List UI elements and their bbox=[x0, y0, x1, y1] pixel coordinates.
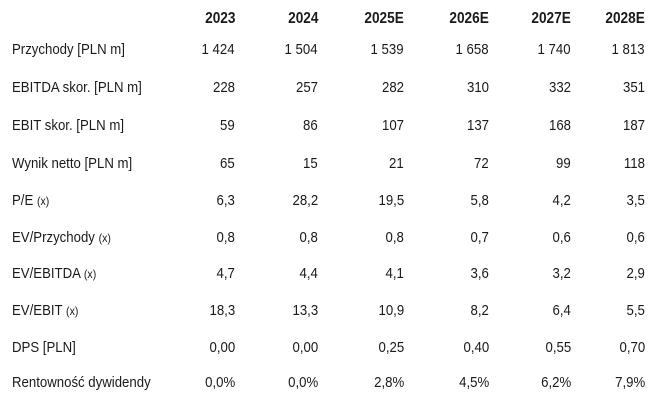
header-year: 2023 bbox=[204, 10, 235, 27]
table-cell: 2,9 bbox=[626, 265, 645, 282]
table-cell: 332 bbox=[548, 79, 571, 96]
row-label: EBIT skor. [PLN m] bbox=[12, 117, 124, 134]
table-cell: 8,2 bbox=[470, 302, 489, 319]
header-year: 2026E bbox=[449, 10, 489, 27]
table-cell: 6,3 bbox=[216, 192, 235, 209]
table-cell: 18,3 bbox=[209, 302, 235, 319]
table-cell: 86 bbox=[303, 117, 318, 134]
table-cell: 0,8 bbox=[299, 229, 318, 246]
table-cell: 6,2% bbox=[540, 374, 571, 391]
row-unit: (x) bbox=[36, 194, 50, 208]
table-cell: 310 bbox=[466, 79, 489, 96]
table-cell: 99 bbox=[556, 155, 571, 172]
table-row: EV/EBIT (x) 18,3 13,3 10,9 8,2 6,4 5,5 bbox=[0, 292, 652, 330]
table-cell: 3,2 bbox=[552, 265, 571, 282]
header-year: 2024 bbox=[287, 10, 318, 27]
table-cell: 2,8% bbox=[373, 374, 404, 391]
table-cell: 1 813 bbox=[611, 41, 645, 58]
row-label: Przychody [PLN m] bbox=[12, 41, 125, 58]
table-cell: 5,5 bbox=[626, 302, 645, 319]
table-cell: 19,5 bbox=[378, 192, 404, 209]
table-cell: 228 bbox=[212, 79, 235, 96]
table-cell: 1 424 bbox=[201, 41, 235, 58]
table-cell: 257 bbox=[295, 79, 318, 96]
row-label: EV/EBIT (x) bbox=[12, 302, 79, 319]
table-cell: 3,5 bbox=[626, 192, 645, 209]
row-label: EV/EBITDA (x) bbox=[12, 265, 97, 282]
table-cell: 5,8 bbox=[470, 192, 489, 209]
row-unit: (x) bbox=[66, 304, 79, 318]
table-row: Przychody [PLN m] 1 424 1 504 1 539 1 65… bbox=[0, 31, 652, 69]
table-cell: 0,70 bbox=[619, 339, 645, 356]
table-cell: 0,25 bbox=[378, 339, 404, 356]
table-cell: 0,40 bbox=[463, 339, 489, 356]
table-cell: 28,2 bbox=[292, 192, 318, 209]
table-cell: 351 bbox=[622, 79, 645, 96]
header-row: 2023 2024 2025E 2026E 2027E 2028E bbox=[0, 0, 652, 38]
table-row: Rentowność dywidendy 0,0% 0,0% 2,8% 4,5%… bbox=[0, 364, 652, 402]
table-cell: 0,00 bbox=[292, 339, 318, 356]
table-cell: 0,6 bbox=[552, 229, 571, 246]
table-cell: 65 bbox=[220, 155, 235, 172]
header-year: 2027E bbox=[531, 10, 571, 27]
table-cell: 3,6 bbox=[470, 265, 489, 282]
table-cell: 1 539 bbox=[370, 41, 404, 58]
table-cell: 4,7 bbox=[216, 265, 235, 282]
header-year: 2028E bbox=[605, 10, 645, 27]
row-label: P/E (x) bbox=[12, 192, 50, 209]
table-cell: 15 bbox=[303, 155, 318, 172]
table-cell: 4,1 bbox=[385, 265, 404, 282]
row-unit: (x) bbox=[98, 231, 111, 245]
row-label: Wynik netto [PLN m] bbox=[12, 155, 133, 172]
table-cell: 168 bbox=[548, 117, 571, 134]
table-cell: 13,3 bbox=[292, 302, 318, 319]
table-cell: 72 bbox=[474, 155, 489, 172]
table-cell: 4,5% bbox=[458, 374, 489, 391]
table-row: EBITDA skor. [PLN m] 228 257 282 310 332… bbox=[0, 69, 652, 107]
table-cell: 107 bbox=[381, 117, 404, 134]
table-cell: 0,8 bbox=[385, 229, 404, 246]
table-cell: 0,0% bbox=[287, 374, 318, 391]
table-cell: 7,9% bbox=[614, 374, 645, 391]
table-cell: 0,55 bbox=[545, 339, 571, 356]
table-cell: 4,4 bbox=[299, 265, 318, 282]
table-cell: 118 bbox=[623, 155, 645, 172]
table-cell: 187 bbox=[622, 117, 645, 134]
table-row: P/E (x) 6,3 28,2 19,5 5,8 4,2 3,5 bbox=[0, 182, 652, 220]
table-row: EV/Przychody (x) 0,8 0,8 0,8 0,7 0,6 0,6 bbox=[0, 219, 652, 257]
table-cell: 0,7 bbox=[470, 229, 489, 246]
table-row: Wynik netto [PLN m] 65 15 21 72 99 118 bbox=[0, 145, 652, 183]
row-label: EV/Przychody (x) bbox=[12, 229, 111, 246]
table-cell: 1 504 bbox=[284, 41, 318, 58]
row-label: DPS [PLN] bbox=[12, 339, 76, 356]
table-cell: 0,8 bbox=[216, 229, 235, 246]
row-unit: (x) bbox=[83, 267, 97, 281]
table-cell: 59 bbox=[220, 117, 235, 134]
table-cell: 1 658 bbox=[455, 41, 489, 58]
table-cell: 1 740 bbox=[537, 41, 571, 58]
table-cell: 4,2 bbox=[552, 192, 571, 209]
table-cell: 21 bbox=[389, 155, 404, 172]
table-row: DPS [PLN] 0,00 0,00 0,25 0,40 0,55 0,70 bbox=[0, 329, 652, 367]
row-label: EBITDA skor. [PLN m] bbox=[12, 79, 142, 96]
table-cell: 282 bbox=[381, 79, 404, 96]
table-cell: 0,6 bbox=[626, 229, 645, 246]
table-cell: 0,00 bbox=[209, 339, 235, 356]
row-label: Rentowność dywidendy bbox=[12, 374, 151, 391]
table-row: EV/EBITDA (x) 4,7 4,4 4,1 3,6 3,2 2,9 bbox=[0, 255, 652, 293]
table-cell: 6,4 bbox=[552, 302, 571, 319]
table-cell: 0,0% bbox=[204, 374, 235, 391]
table-cell: 10,9 bbox=[378, 302, 404, 319]
header-year: 2025E bbox=[364, 10, 404, 27]
table-cell: 137 bbox=[466, 117, 489, 134]
table-row: EBIT skor. [PLN m] 59 86 107 137 168 187 bbox=[0, 107, 652, 145]
